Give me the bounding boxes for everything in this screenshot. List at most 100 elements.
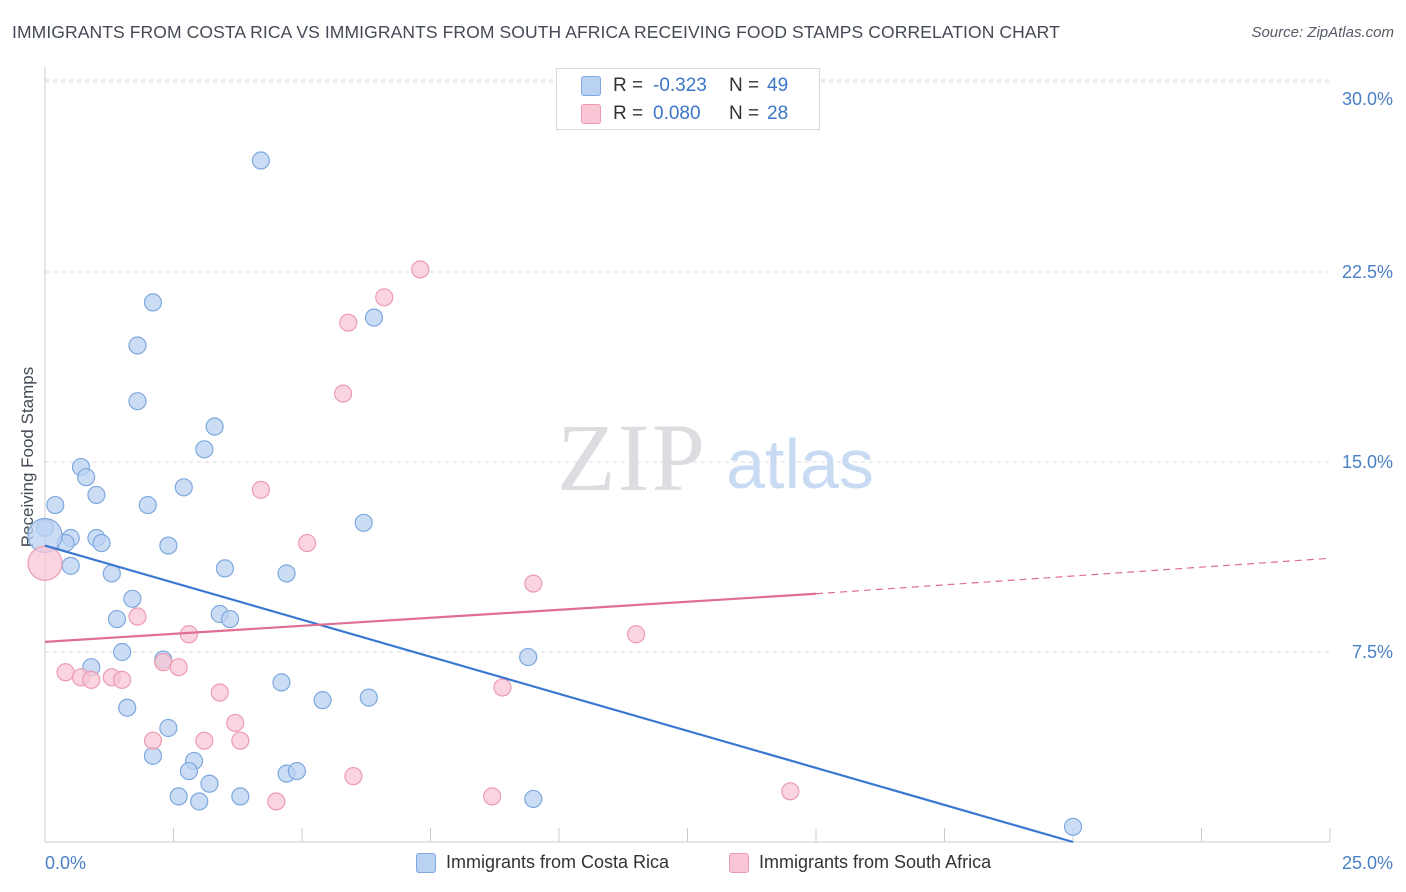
point-south-africa <box>82 670 101 689</box>
legend-label-south-africa: Immigrants from South Africa <box>759 852 992 872</box>
point-costa-rica <box>205 417 224 436</box>
point-south-africa <box>298 533 317 553</box>
legend-n-value: 28 <box>767 103 789 124</box>
legend-r-value: 0.080 <box>653 103 701 124</box>
watermark-zip: ZIP <box>557 404 707 511</box>
point-costa-rica <box>138 495 157 515</box>
point-costa-rica <box>190 792 209 811</box>
point-costa-rica <box>128 392 147 411</box>
legend-r-label: R = <box>613 75 644 96</box>
point-costa-rica <box>92 533 111 553</box>
legend-swatch-pink <box>729 852 749 873</box>
trend-lines <box>44 544 1331 844</box>
point-south-africa <box>344 767 363 786</box>
point-costa-rica <box>251 151 270 170</box>
point-costa-rica <box>231 787 250 806</box>
point-south-africa <box>493 678 512 697</box>
point-south-africa <box>524 574 543 593</box>
point-south-africa <box>483 787 502 806</box>
point-costa-rica <box>524 789 543 809</box>
point-costa-rica <box>215 559 234 578</box>
trend-line-costa-rica <box>44 544 1074 844</box>
chart-title: IMMIGRANTS FROM COSTA RICA VS IMMIGRANTS… <box>12 22 1060 42</box>
point-costa-rica <box>272 673 291 692</box>
legend-item-south-africa[interactable]: Immigrants from South Africa <box>729 852 991 873</box>
point-south-africa <box>231 731 250 750</box>
point-costa-rica <box>179 761 199 781</box>
point-costa-rica <box>77 468 96 487</box>
point-costa-rica <box>195 440 214 459</box>
x-tick-label: 0.0% <box>45 853 86 873</box>
point-south-africa <box>143 731 163 750</box>
point-costa-rica <box>200 774 219 793</box>
point-south-africa <box>195 731 214 750</box>
legend-n-label: N = <box>729 103 760 124</box>
grid-lines <box>45 79 1330 653</box>
y-tick-label: 15.0% <box>1342 452 1393 472</box>
trend-line-south-africa <box>44 592 817 643</box>
point-costa-rica <box>143 746 163 765</box>
x-tick-label: 25.0% <box>1342 853 1393 873</box>
source-label: Source: ZipAtlas.com <box>1251 24 1394 41</box>
point-costa-rica <box>519 647 538 667</box>
legend-n-label: N = <box>729 75 760 96</box>
legend-swatch-blue <box>416 852 436 873</box>
point-costa-rica <box>174 478 193 497</box>
point-south-africa <box>169 658 188 677</box>
legend-n-value: 49 <box>767 75 789 96</box>
y-tick-label: 30.0% <box>1342 89 1393 109</box>
point-costa-rica <box>61 556 80 575</box>
point-south-africa <box>626 625 646 644</box>
point-costa-rica <box>220 609 240 629</box>
point-costa-rica <box>277 564 296 583</box>
legend-swatch-blue <box>581 76 601 96</box>
point-costa-rica <box>143 293 163 312</box>
data-points <box>27 151 1083 836</box>
legend-r-value: -0.323 <box>653 75 707 96</box>
point-costa-rica <box>313 691 332 710</box>
axes <box>44 67 1331 843</box>
point-costa-rica <box>46 495 65 515</box>
legend-row-south-africa: R = 0.080 N = 28 <box>557 100 788 128</box>
watermark: ZIP atlas <box>557 404 874 511</box>
point-costa-rica <box>112 642 132 662</box>
point-costa-rica <box>287 761 306 781</box>
legend-label-costa-rica: Immigrants from Costa Rica <box>446 852 670 872</box>
point-south-africa <box>56 663 75 682</box>
point-costa-rica <box>159 718 178 738</box>
point-costa-rica <box>87 485 106 505</box>
point-south-africa <box>375 288 394 307</box>
y-tick-label: 22.5% <box>1342 262 1393 282</box>
point-costa-rica <box>123 589 142 608</box>
point-south-africa <box>226 713 245 733</box>
tick-labels: 7.5% 15.0% 22.5% 30.0% 0.0% 25.0% <box>45 89 1393 873</box>
point-costa-rica <box>159 536 178 555</box>
legend-item-costa-rica[interactable]: Immigrants from Costa Rica <box>416 852 669 873</box>
point-south-africa <box>334 384 353 403</box>
legend-row-costa-rica: R = -0.323 N = 49 <box>557 72 788 100</box>
point-costa-rica <box>107 609 127 629</box>
point-costa-rica <box>1063 817 1083 836</box>
point-south-africa <box>267 792 286 811</box>
point-costa-rica <box>169 787 188 806</box>
point-costa-rica <box>128 336 147 355</box>
legend-r-label: R = <box>613 103 644 124</box>
point-costa-rica <box>359 688 378 707</box>
y-tick-label: 7.5% <box>1352 642 1393 662</box>
stats-legend: R = -0.323 N = 49 R = 0.080 N = 28 <box>556 68 820 130</box>
point-south-africa <box>154 653 173 672</box>
point-south-africa <box>27 545 63 581</box>
point-south-africa <box>251 480 270 499</box>
point-south-africa <box>128 607 147 626</box>
point-south-africa <box>781 782 800 801</box>
point-costa-rica <box>354 513 373 532</box>
point-costa-rica <box>364 308 384 327</box>
point-south-africa <box>411 260 430 279</box>
legend-swatch-pink <box>581 104 601 124</box>
watermark-atlas: atlas <box>726 425 874 503</box>
point-south-africa <box>112 670 132 689</box>
point-south-africa <box>210 683 229 702</box>
trend-line-south-africa-extension <box>815 557 1331 595</box>
point-south-africa <box>339 313 358 332</box>
